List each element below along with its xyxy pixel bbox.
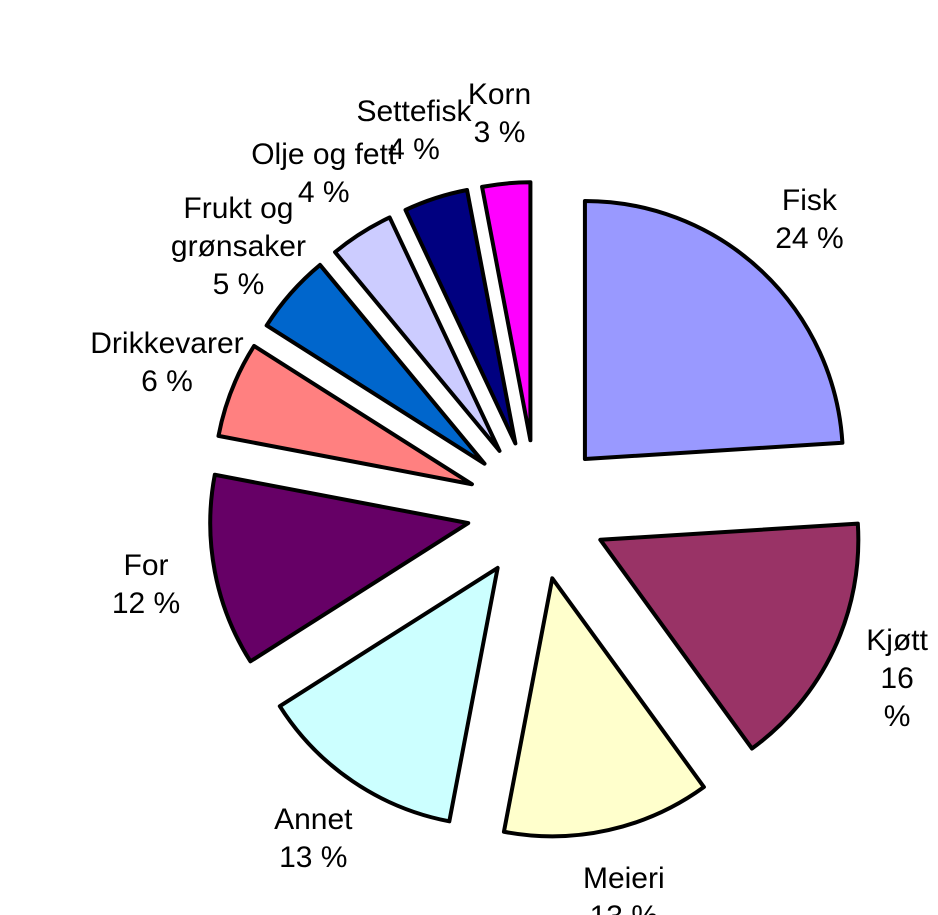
category-label: Korn <box>467 77 532 111</box>
category-label: Annet <box>274 803 353 837</box>
category-label: Settefisk <box>356 95 472 129</box>
slice-label: Olje og fett 4 % <box>251 136 396 212</box>
pie-slice <box>333 215 502 453</box>
value-label: 6 % <box>141 365 193 399</box>
category-label: Meieri <box>582 862 665 896</box>
pie-slice <box>216 343 474 487</box>
pie-slice <box>598 521 861 751</box>
pie-slice <box>480 180 533 443</box>
value-label: 13 % <box>279 841 348 875</box>
slice-label: For 12 % <box>112 547 180 623</box>
category-label: Fisk <box>781 183 837 217</box>
pie-slice <box>501 576 706 839</box>
pie-slice <box>208 472 471 664</box>
slice-label: Korn 3 % <box>468 76 531 152</box>
slice-label: Fisk 24 % <box>775 182 843 258</box>
category-label: Kjøtt <box>866 624 928 658</box>
value-label: 5 % <box>212 267 265 301</box>
slice-label: Frukt og grønsaker 5 % <box>138 190 338 304</box>
value-label: 16 % <box>880 662 914 734</box>
slice-label: Settefisk 4 % <box>356 93 471 169</box>
category-label: For <box>123 548 169 582</box>
pie-slice <box>582 198 845 461</box>
value-label: 13 % <box>583 898 665 915</box>
value-label: 4 % <box>388 133 440 167</box>
pie-slice <box>264 262 487 466</box>
category-label: Frukt og grønsaker <box>170 191 306 263</box>
value-label: 12 % <box>111 586 181 620</box>
value-label: 3 % <box>473 115 526 149</box>
category-label: Olje og fett <box>251 137 397 171</box>
slice-label: Annet 13 % <box>274 801 352 877</box>
value-label: 4 % <box>297 175 350 209</box>
value-label: 24 % <box>775 221 844 255</box>
slice-label: Drikkevarer 6 % <box>90 325 243 401</box>
slice-label: Meieri 13 % <box>583 860 665 915</box>
category-label: Drikkevarer <box>90 327 244 361</box>
pie-slice <box>277 565 500 824</box>
slice-label: Kjøtt 16 % <box>866 622 928 736</box>
pie-slice <box>403 187 518 446</box>
